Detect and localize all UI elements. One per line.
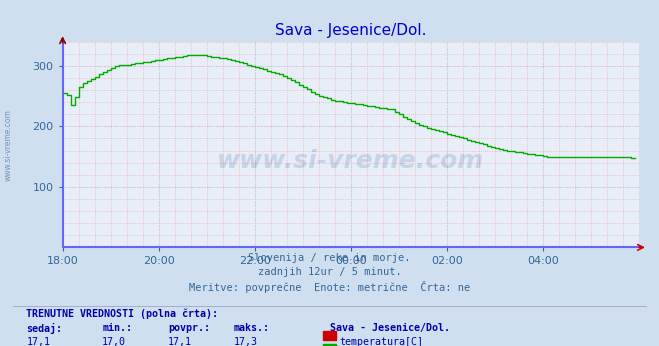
Text: Sava - Jesenice/Dol.: Sava - Jesenice/Dol. <box>330 323 449 333</box>
Text: zadnjih 12ur / 5 minut.: zadnjih 12ur / 5 minut. <box>258 267 401 277</box>
Text: povpr.:: povpr.: <box>168 323 210 333</box>
Text: www.si-vreme.com: www.si-vreme.com <box>217 149 484 173</box>
Title: Sava - Jesenice/Dol.: Sava - Jesenice/Dol. <box>275 22 426 38</box>
Text: min.:: min.: <box>102 323 132 333</box>
Text: maks.:: maks.: <box>234 323 270 333</box>
Text: sedaj:: sedaj: <box>26 323 63 334</box>
Text: temperatura[C]: temperatura[C] <box>339 337 423 346</box>
Text: Meritve: povprečne  Enote: metrične  Črta: ne: Meritve: povprečne Enote: metrične Črta:… <box>189 281 470 293</box>
Text: 17,1: 17,1 <box>26 337 50 346</box>
Text: TRENUTNE VREDNOSTI (polna črta):: TRENUTNE VREDNOSTI (polna črta): <box>26 309 218 319</box>
Text: 17,3: 17,3 <box>234 337 258 346</box>
Text: 17,0: 17,0 <box>102 337 126 346</box>
Text: Slovenija / reke in morje.: Slovenija / reke in morje. <box>248 253 411 263</box>
Text: 17,1: 17,1 <box>168 337 192 346</box>
Text: www.si-vreme.com: www.si-vreme.com <box>3 109 13 181</box>
